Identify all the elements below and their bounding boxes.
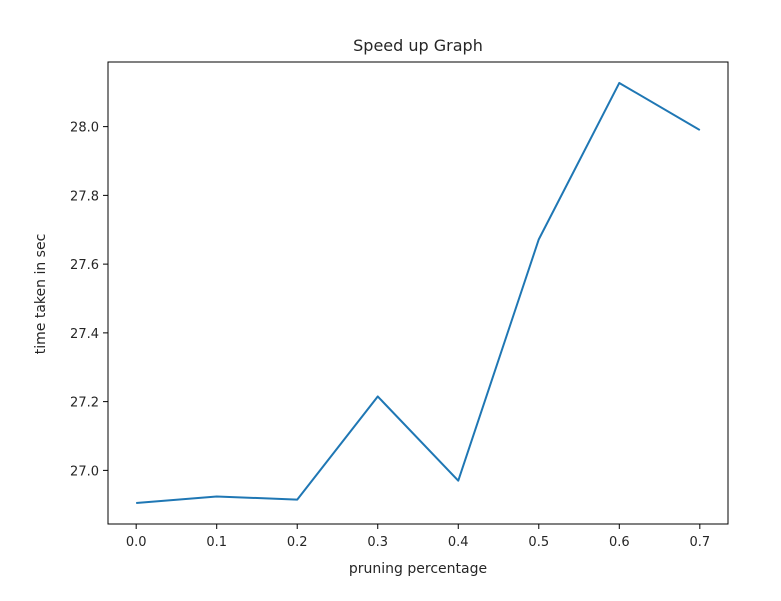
y-tick-label: 27.4	[70, 327, 99, 342]
x-tick-label: 0.4	[448, 535, 469, 550]
x-tick-label: 0.5	[528, 535, 549, 550]
series-line-0	[136, 81, 701, 505]
y-tick-label: 27.2	[70, 396, 99, 411]
x-tick-label: 0.7	[689, 535, 710, 550]
y-tick-label: 27.8	[70, 189, 99, 204]
y-axis-label: time taken in sec	[33, 234, 49, 355]
plot-area: 0.0 0.1 0.2 0.3 0.4 0.5 0.6 0.7 27.0 27.2 27.4 27.6…	[70, 61, 729, 550]
y-tick-label: 27.6	[70, 258, 99, 273]
x-axis-label: pruning percentage	[349, 561, 487, 577]
axes-frame	[107, 61, 729, 525]
x-tick-label: 0.3	[367, 535, 388, 550]
x-tick-label: 0.0	[126, 535, 147, 550]
chart-title: Speed up Graph	[353, 36, 483, 55]
x-tick-label: 0.2	[287, 535, 308, 550]
y-tick-label: 27.0	[70, 464, 99, 479]
x-tick-label: 0.6	[609, 535, 630, 550]
y-tick-label: 28.0	[70, 121, 99, 136]
x-tick-label: 0.1	[206, 535, 227, 550]
